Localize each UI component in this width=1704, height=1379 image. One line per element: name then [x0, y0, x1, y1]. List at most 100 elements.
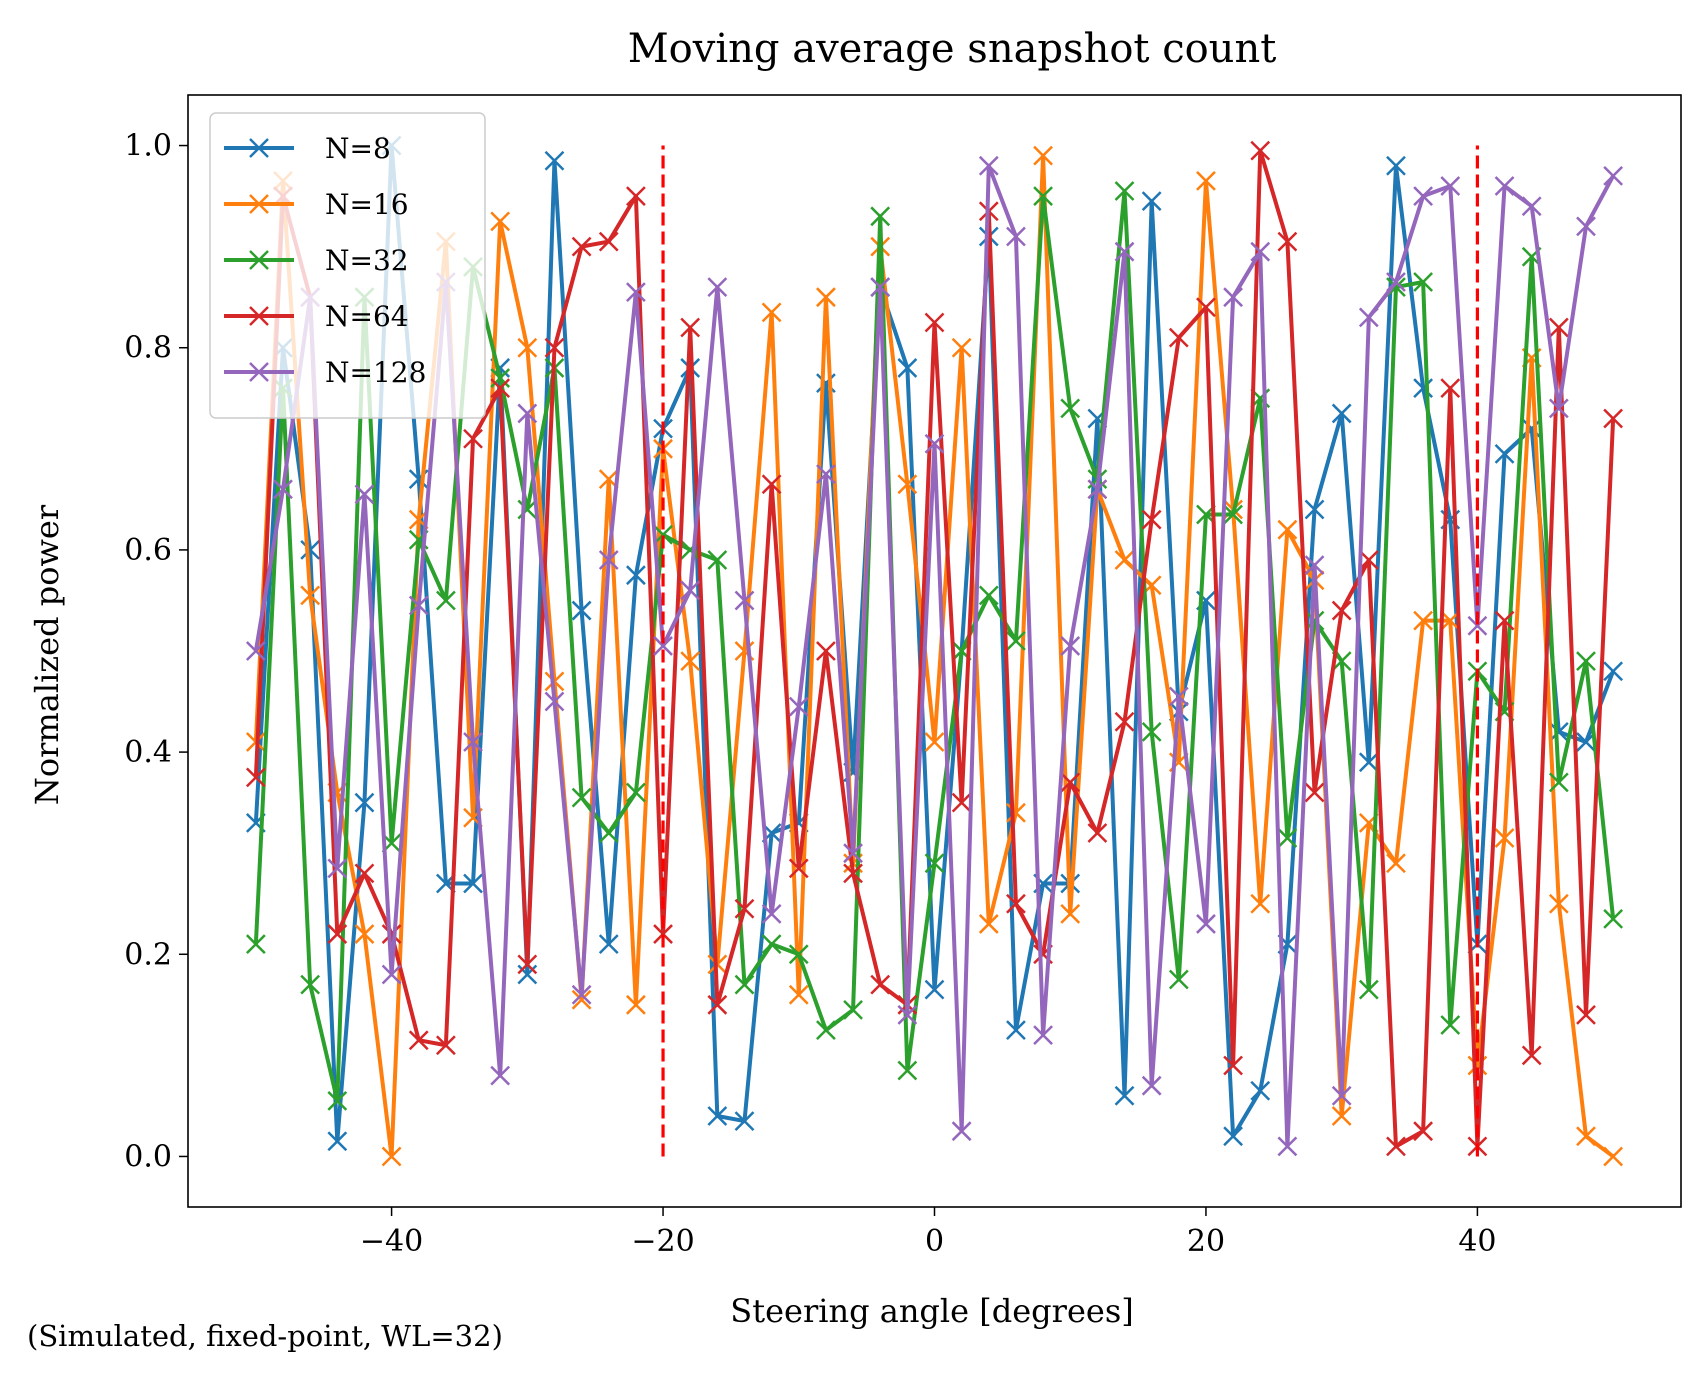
data-point	[843, 863, 863, 884]
footnote: (Simulated, fixed-point, WL=32)	[27, 1319, 503, 1353]
data-point	[1141, 721, 1162, 742]
data-point	[734, 590, 755, 611]
data-point	[327, 1090, 348, 1111]
data-point	[598, 550, 619, 570]
data-point	[978, 155, 999, 176]
data-point	[1386, 272, 1406, 292]
data-point	[1304, 610, 1325, 631]
x-tick-label: 40	[1458, 1224, 1496, 1259]
data-point	[1033, 145, 1053, 166]
data-point	[544, 691, 565, 712]
data-point	[1250, 241, 1271, 262]
data-point	[1196, 914, 1216, 934]
data-point	[1494, 610, 1515, 631]
data-point	[300, 974, 321, 995]
data-point	[1521, 196, 1542, 217]
legend-item: N=128	[224, 356, 426, 389]
data-point	[897, 358, 918, 378]
data-point	[978, 585, 999, 606]
data-point	[761, 302, 782, 323]
data-point	[1006, 893, 1026, 914]
data-point	[924, 312, 945, 333]
data-point	[1576, 1005, 1596, 1025]
data-point	[626, 282, 646, 303]
data-point	[1413, 272, 1434, 292]
data-point	[707, 1106, 728, 1126]
series-N=128	[245, 155, 1624, 1157]
data-point	[1060, 398, 1081, 419]
y-tick-label: 0.0	[124, 1139, 172, 1174]
data-point	[245, 641, 266, 661]
data-point	[1277, 828, 1298, 848]
data-point	[490, 368, 511, 388]
data-point	[1006, 226, 1026, 247]
data-point	[924, 853, 945, 874]
data-point	[571, 984, 592, 1005]
data-point	[571, 989, 592, 1010]
data-point	[788, 858, 809, 879]
data-point	[788, 984, 809, 1005]
data-point	[1304, 782, 1325, 803]
data-point	[1576, 651, 1596, 671]
data-point	[707, 994, 728, 1015]
data-point	[1060, 772, 1081, 793]
data-point	[463, 873, 483, 894]
data-point	[435, 590, 456, 611]
data-point	[1548, 772, 1569, 793]
data-point	[680, 317, 701, 338]
legend-label: N=8	[325, 132, 391, 165]
data-point	[1168, 686, 1189, 707]
data-point	[816, 641, 836, 661]
data-point	[843, 843, 863, 864]
data-point	[1603, 408, 1624, 429]
data-point	[1168, 327, 1189, 348]
data-point	[761, 474, 782, 495]
data-point	[354, 863, 375, 884]
data-point	[1168, 969, 1189, 990]
data-point	[381, 1146, 402, 1167]
data-point	[734, 974, 755, 995]
data-point	[1440, 1015, 1461, 1035]
data-point	[1440, 176, 1461, 196]
data-point	[761, 934, 782, 955]
data-point	[1196, 171, 1216, 191]
data-point	[897, 1005, 918, 1025]
data-point	[1603, 661, 1624, 682]
data-point	[978, 914, 999, 934]
data-point	[571, 236, 592, 257]
data-point	[761, 903, 782, 924]
data-point	[1386, 155, 1406, 176]
data-point	[463, 732, 483, 752]
data-point	[1494, 443, 1515, 464]
data-point	[1141, 191, 1162, 212]
data-point	[788, 944, 809, 965]
data-point	[897, 474, 918, 495]
data-point	[1006, 631, 1026, 651]
data-point	[1331, 600, 1352, 621]
data-point	[571, 787, 592, 808]
data-point	[463, 428, 483, 449]
data-point	[1304, 499, 1325, 520]
data-point	[1114, 181, 1135, 201]
data-point	[1603, 909, 1624, 929]
data-point	[1141, 1075, 1162, 1096]
data-point	[1548, 398, 1569, 419]
data-point	[1358, 752, 1379, 773]
data-point	[1548, 893, 1569, 914]
x-tick-label: −20	[631, 1224, 694, 1259]
legend-label: N=128	[325, 356, 426, 389]
data-point	[1277, 519, 1298, 540]
data-point	[1358, 550, 1379, 570]
data-point	[1603, 165, 1624, 186]
data-point	[544, 150, 565, 171]
data-point	[1060, 903, 1081, 924]
data-point	[1250, 140, 1271, 161]
data-point	[1006, 1020, 1026, 1040]
data-point	[381, 964, 402, 985]
data-point	[680, 580, 701, 601]
data-point	[1603, 1146, 1624, 1167]
data-point	[1413, 186, 1434, 206]
data-point	[1413, 1121, 1434, 1142]
data-point	[897, 1060, 918, 1081]
data-point	[490, 211, 511, 232]
